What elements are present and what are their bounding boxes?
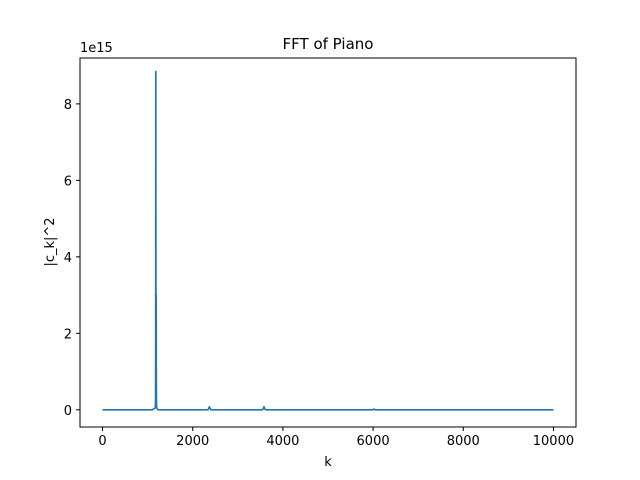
y-axis: 0 2 4 6 8	[64, 98, 80, 419]
y-tick-label: 0	[64, 404, 72, 419]
y-tick-label: 4	[64, 251, 72, 266]
x-tick-label: 2000	[176, 434, 209, 449]
x-tick-label: 4000	[266, 434, 299, 449]
series-line-0	[102, 70, 554, 411]
x-axis-label: k	[324, 455, 332, 470]
x-tick-label: 8000	[447, 434, 480, 449]
plot-frame	[79, 57, 577, 428]
y-tick-label: 2	[64, 327, 72, 342]
y-tick-label: 8	[64, 98, 72, 113]
y-axis-label: |c_k|^2	[43, 217, 58, 266]
plot-area	[102, 70, 554, 411]
y-offset-label: 1e15	[80, 41, 113, 56]
y-tick-label: 6	[64, 174, 72, 189]
x-axis: 0 2000 4000 6000 8000 10000	[98, 427, 574, 449]
x-tick-label: 6000	[357, 434, 390, 449]
chart-title: FFT of Piano	[283, 35, 374, 53]
x-tick-label: 10000	[533, 434, 574, 449]
x-tick-label: 0	[98, 434, 106, 449]
